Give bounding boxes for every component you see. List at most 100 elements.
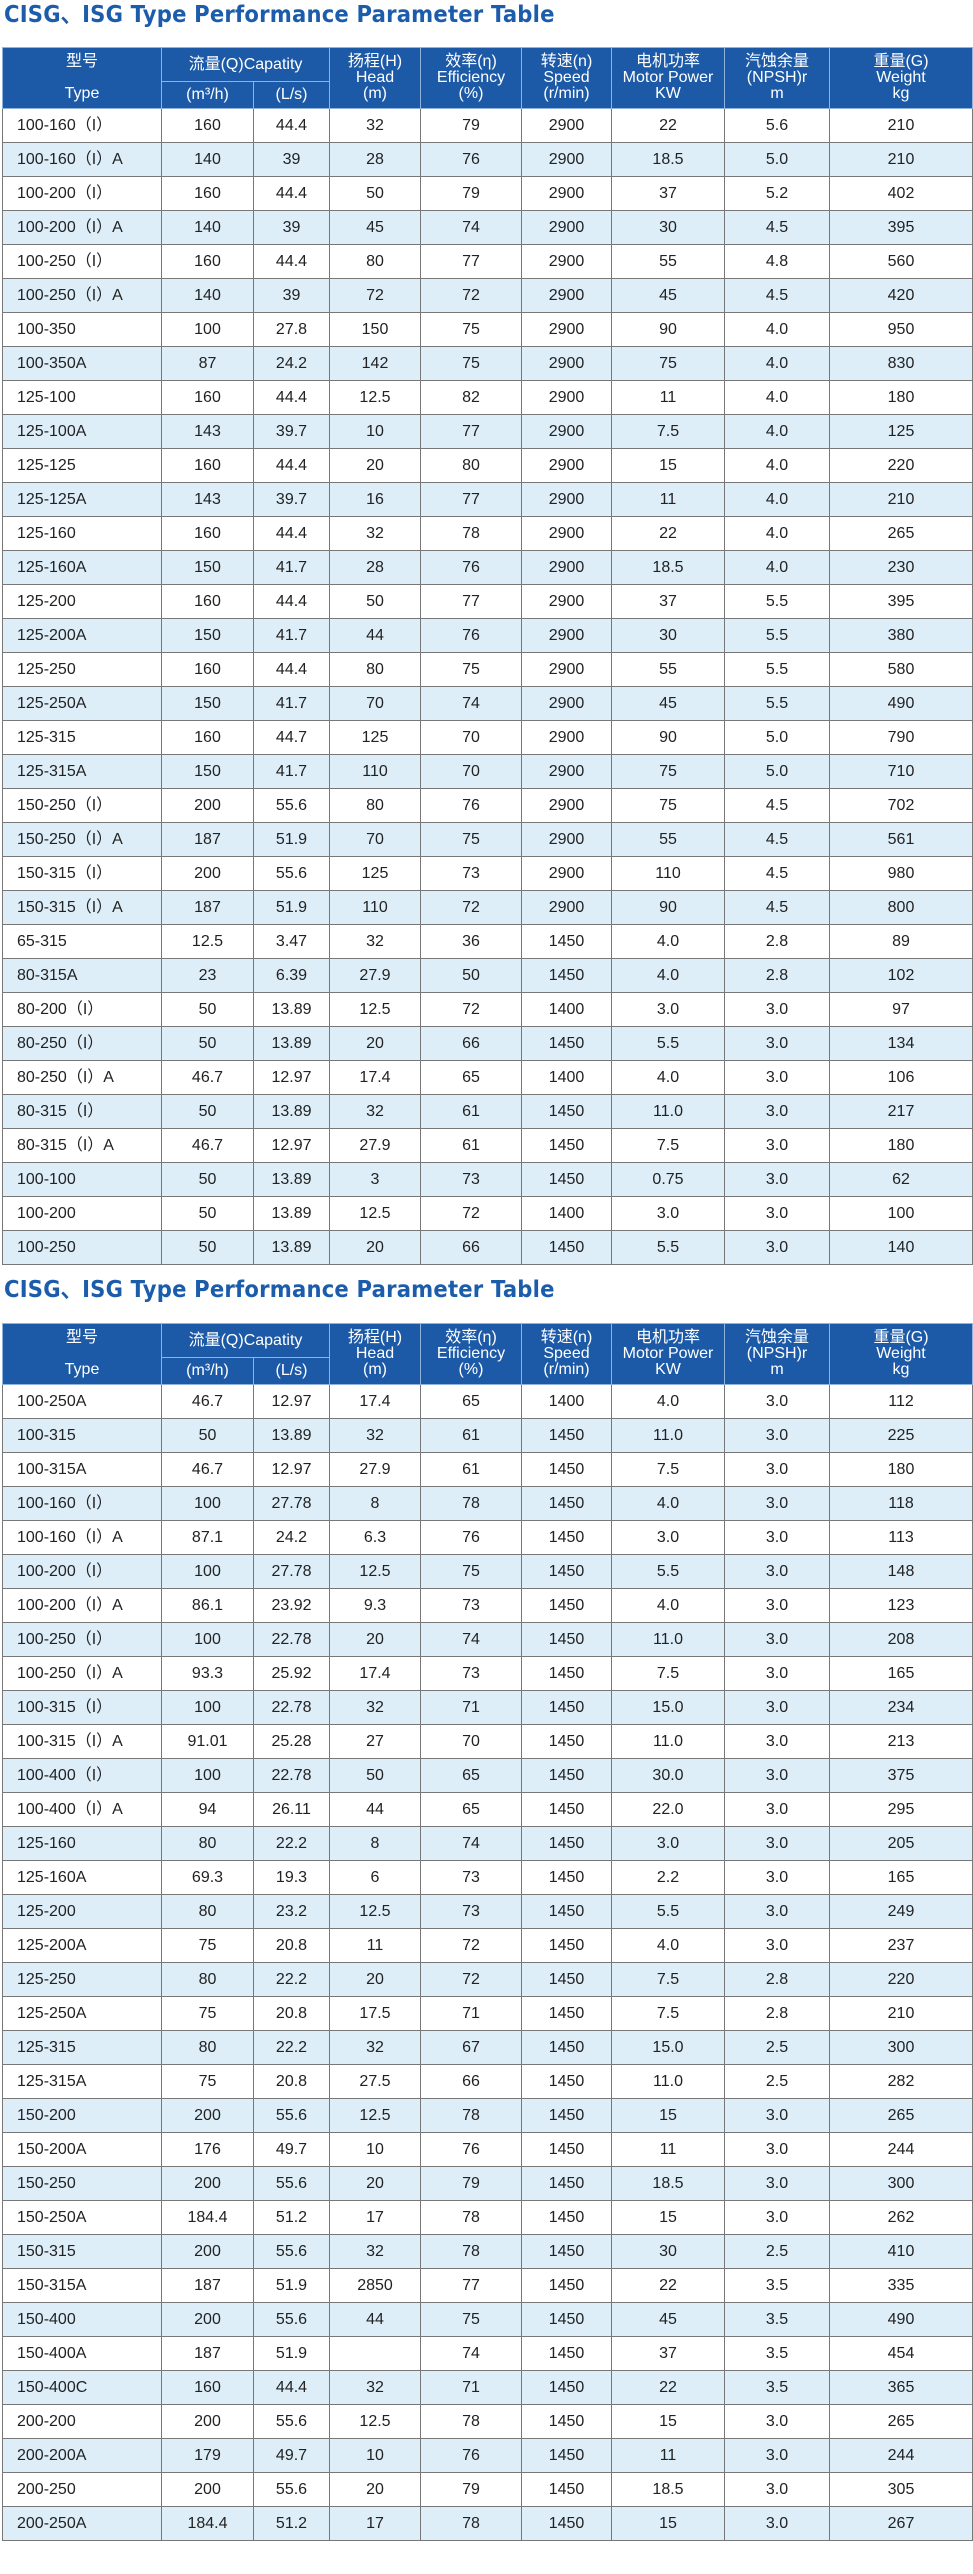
cell-flow-ls: 41.7 xyxy=(253,686,330,721)
cell-flow-m3h: 200 xyxy=(161,788,254,823)
cell-npsh: 5.0 xyxy=(724,142,830,177)
cell-efficiency: 70 xyxy=(420,754,522,789)
header-weight: 重量(G) Weight kg xyxy=(829,1323,973,1385)
cell-npsh: 2.8 xyxy=(724,924,830,959)
cell-flow-m3h: 100 xyxy=(161,1622,254,1657)
cell-efficiency: 79 xyxy=(420,2166,522,2201)
cell-speed: 1450 xyxy=(521,1724,612,1759)
cell-speed: 1450 xyxy=(521,1996,612,2031)
cell-efficiency: 79 xyxy=(420,2472,522,2507)
cell-weight: 113 xyxy=(829,1520,973,1555)
table-row: 100-100 50 13.89 3 73 1450 0.75 3.0 62 xyxy=(2,1162,973,1197)
cell-speed: 1400 xyxy=(521,992,612,1027)
cell-head: 32 xyxy=(329,1690,421,1725)
cell-power: 7.5 xyxy=(611,1128,725,1163)
cell-efficiency: 66 xyxy=(420,1026,522,1061)
cell-type: 80-200（I） xyxy=(2,992,162,1027)
cell-flow-m3h: 50 xyxy=(161,1196,254,1231)
cell-npsh: 3.0 xyxy=(724,1792,830,1827)
cell-efficiency: 61 xyxy=(420,1094,522,1129)
cell-efficiency: 72 xyxy=(420,992,522,1027)
cell-efficiency: 73 xyxy=(420,1894,522,1929)
cell-weight: 295 xyxy=(829,1792,973,1827)
table-row: 125-200A 75 20.8 11 72 1450 4.0 3.0 237 xyxy=(2,1928,973,1963)
cell-power: 18.5 xyxy=(611,142,725,177)
header-type: 型号 Type xyxy=(2,1323,162,1385)
cell-flow-ls: 27.8 xyxy=(253,312,330,347)
table-row: 100-200（I） 160 44.4 50 79 2900 37 5.2 402 xyxy=(2,176,973,211)
cell-speed: 2900 xyxy=(521,448,612,483)
cell-type: 150-200A xyxy=(2,2132,162,2167)
cell-flow-m3h: 87.1 xyxy=(161,1520,254,1555)
cell-weight: 800 xyxy=(829,890,973,925)
cell-flow-ls: 55.6 xyxy=(253,2404,330,2439)
cell-flow-m3h: 100 xyxy=(161,312,254,347)
cell-flow-ls: 13.89 xyxy=(253,1230,330,1265)
cell-power: 4.0 xyxy=(611,1060,725,1095)
table-row: 100-400（I）A 94 26.11 44 65 1450 22.0 3.0 295 xyxy=(2,1792,973,1827)
cell-head: 20 xyxy=(329,1230,421,1265)
cell-weight: 208 xyxy=(829,1622,973,1657)
cell-head: 27.9 xyxy=(329,1452,421,1487)
cell-head: 80 xyxy=(329,652,421,687)
cell-speed: 2900 xyxy=(521,550,612,585)
cell-power: 18.5 xyxy=(611,550,725,585)
cell-npsh: 2.8 xyxy=(724,958,830,993)
table-row: 150-400C 160 44.4 32 71 1450 22 3.5 365 xyxy=(2,2370,973,2405)
cell-head: 16 xyxy=(329,482,421,517)
table-row: 100-315A 46.7 12.97 27.9 61 1450 7.5 3.0 180 xyxy=(2,1452,973,1487)
cell-efficiency: 76 xyxy=(420,2132,522,2167)
cell-weight: 305 xyxy=(829,2472,973,2507)
header-flow: 流量(Q)Capatity xyxy=(161,1323,330,1358)
cell-npsh: 3.0 xyxy=(724,2132,830,2167)
cell-efficiency: 78 xyxy=(420,516,522,551)
cell-npsh: 3.0 xyxy=(724,1128,830,1163)
cell-speed: 1450 xyxy=(521,1894,612,1929)
cell-type: 65-315 xyxy=(2,924,162,959)
cell-npsh: 4.0 xyxy=(724,516,830,551)
cell-head: 6 xyxy=(329,1860,421,1895)
table-row: 150-200A 176 49.7 10 76 1450 11 3.0 244 xyxy=(2,2132,973,2167)
cell-flow-m3h: 75 xyxy=(161,1996,254,2031)
cell-efficiency: 65 xyxy=(420,1384,522,1419)
cell-flow-m3h: 100 xyxy=(161,1758,254,1793)
cell-weight: 262 xyxy=(829,2200,973,2235)
cell-flow-m3h: 150 xyxy=(161,686,254,721)
cell-efficiency: 73 xyxy=(420,856,522,891)
cell-npsh: 3.0 xyxy=(724,1894,830,1929)
cell-efficiency: 50 xyxy=(420,958,522,993)
cell-flow-ls: 13.89 xyxy=(253,992,330,1027)
cell-npsh: 3.0 xyxy=(724,1758,830,1793)
cell-npsh: 4.0 xyxy=(724,550,830,585)
cell-efficiency: 61 xyxy=(420,1418,522,1453)
cell-efficiency: 78 xyxy=(420,2506,522,2541)
cell-speed: 1450 xyxy=(521,2166,612,2201)
cell-speed: 2900 xyxy=(521,754,612,789)
cell-head: 142 xyxy=(329,346,421,381)
cell-speed: 2900 xyxy=(521,584,612,619)
cell-type: 100-200 xyxy=(2,1196,162,1231)
cell-npsh: 4.5 xyxy=(724,788,830,823)
cell-flow-m3h: 184.4 xyxy=(161,2506,254,2541)
cell-power: 15.0 xyxy=(611,2030,725,2065)
cell-power: 45 xyxy=(611,686,725,721)
cell-power: 55 xyxy=(611,244,725,279)
cell-speed: 1450 xyxy=(521,1656,612,1691)
cell-flow-ls: 27.78 xyxy=(253,1486,330,1521)
cell-head: 110 xyxy=(329,754,421,789)
cell-npsh: 5.0 xyxy=(724,754,830,789)
cell-type: 125-100 xyxy=(2,380,162,415)
cell-efficiency: 66 xyxy=(420,2064,522,2099)
cell-npsh: 3.0 xyxy=(724,1520,830,1555)
cell-head: 80 xyxy=(329,788,421,823)
cell-type: 125-200A xyxy=(2,618,162,653)
cell-weight: 560 xyxy=(829,244,973,279)
cell-type: 150-400C xyxy=(2,2370,162,2405)
cell-weight: 267 xyxy=(829,2506,973,2541)
table-row: 125-250 80 22.2 20 72 1450 7.5 2.8 220 xyxy=(2,1962,973,1997)
cell-speed: 1450 xyxy=(521,958,612,993)
cell-efficiency: 75 xyxy=(420,312,522,347)
table-row: 80-315（I） 50 13.89 32 61 1450 11.0 3.0 217 xyxy=(2,1094,973,1129)
cell-type: 100-250（I） xyxy=(2,1622,162,1657)
cell-speed: 1450 xyxy=(521,1792,612,1827)
